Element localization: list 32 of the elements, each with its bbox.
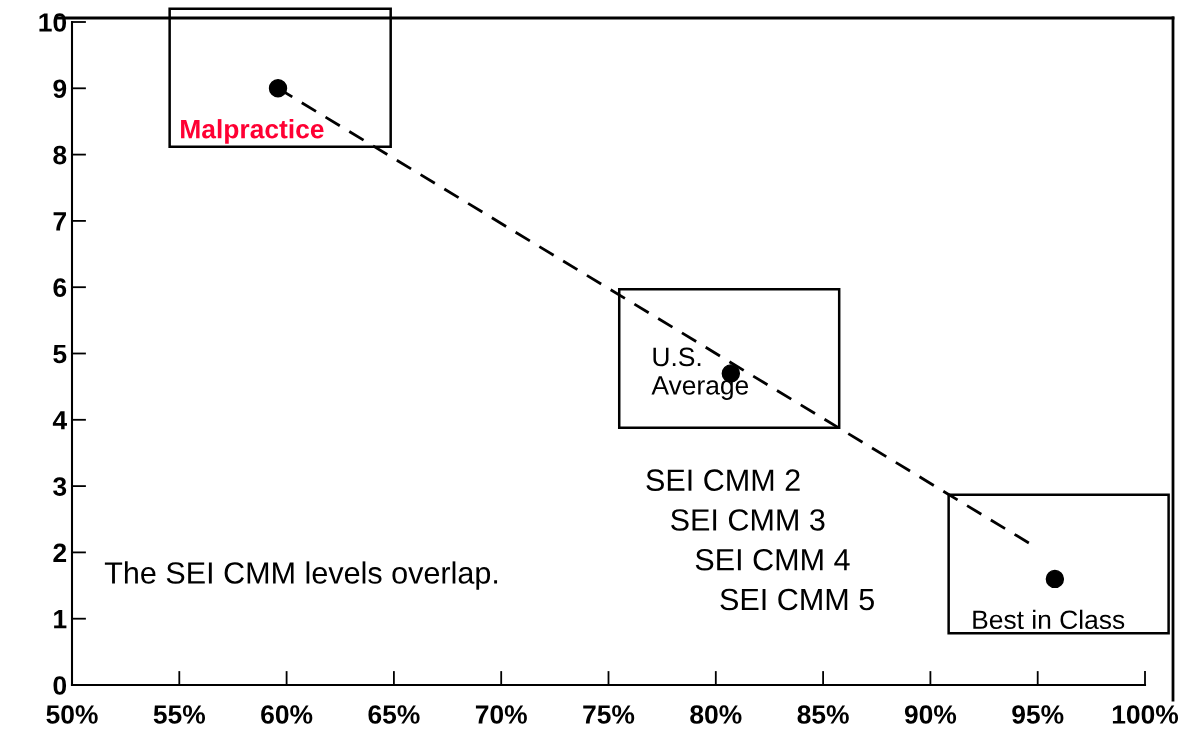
x-tick-label: 60% [261,705,313,724]
y-tick-label: 4 [52,411,67,430]
x-tick-label: 90% [904,705,957,724]
y-tick-label: 2 [53,543,67,562]
x-tick-label: 75% [583,705,635,724]
annotation: SEI CMM 2 [646,469,800,491]
annotation: U.S. Average [651,347,749,400]
x-tick-label: 85% [797,705,849,724]
annotation: Best in Class [973,609,1125,630]
point [1045,569,1065,589]
x-tick-label: 50% [46,705,98,724]
x-tick-label: 55% [153,705,206,724]
annotation: SEI CMM 4 [695,548,850,571]
y-tick-label: 1 [54,610,67,629]
y-tick-label: 9 [53,79,67,99]
x-tick-label: 65% [368,705,420,724]
x-tick-label: 70% [475,705,527,724]
y-tick-label: 10 [39,13,67,32]
y-tick-label: 8 [53,145,67,165]
annotation: The SEI CMM levels overlap. [104,561,498,590]
x-tick-label: 80% [690,705,742,724]
annotation: SEI CMM 5 [720,588,874,611]
y-tick-label: 0 [53,676,67,695]
y-tick-label: 7 [53,212,66,231]
annotation: Malpractice [181,119,324,144]
y-tick-label: 5 [53,344,67,364]
y-tick-label: 3 [53,477,67,496]
point [268,79,288,98]
annotation: SEI CMM 3 [671,509,825,531]
y-tick-label: 6 [53,278,67,298]
x-tick-label: 95% [1012,705,1064,724]
x-tick-label: 100% [1112,705,1179,724]
